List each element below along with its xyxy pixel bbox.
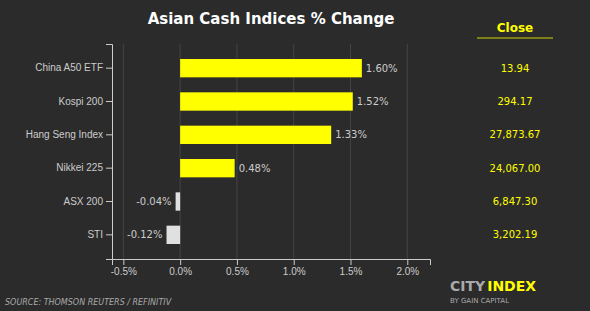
- data-label: 1.52%: [357, 96, 389, 107]
- bar: [180, 159, 235, 177]
- y-tick-label: STI: [87, 229, 103, 240]
- bar: [180, 59, 362, 77]
- close-value: 6,847.30: [493, 196, 538, 207]
- data-label: 1.33%: [335, 129, 367, 140]
- close-value: 3,202.19: [493, 229, 538, 240]
- y-tick: Hang Seng Index: [26, 129, 112, 140]
- bar: [180, 126, 331, 144]
- source: SOURCE: THOMSON REUTERS / REFINITIV: [5, 298, 172, 307]
- x-tick-mark: [123, 259, 124, 265]
- close-values: 13.94 294.17 27,873.67 24,067.00 6,847.30 3,2…: [490, 63, 541, 241]
- x-tick-mark: [407, 259, 408, 265]
- x-tick-mark: [180, 259, 181, 265]
- close-underline: [477, 38, 553, 39]
- x-tick: 1.0%: [283, 259, 306, 277]
- y-tick-label: China A50 ETF: [35, 62, 103, 73]
- grid-line: [123, 44, 124, 259]
- x-axis-line: [113, 260, 431, 266]
- close-header: Close: [497, 21, 533, 35]
- data-label: 0.48%: [239, 163, 271, 174]
- bars: [167, 59, 362, 244]
- x-tick-label: -0.5%: [111, 266, 137, 277]
- data-label: 1.60%: [366, 63, 398, 74]
- y-tick: ASX 200: [64, 196, 112, 207]
- x-tick-mark: [351, 259, 352, 265]
- y-tick: Kospi 200: [59, 96, 112, 107]
- x-tick-mark: [294, 259, 295, 265]
- y-tick-mark: [106, 168, 112, 169]
- y-tick-label: Nikkei 225: [56, 162, 103, 173]
- grid: [123, 44, 407, 259]
- plot: -0.5% 0.0% 0.5% 1.0% 1.5% 2.0% China A50 ETF Ko…: [26, 44, 431, 277]
- x-tick-mark: [237, 259, 238, 265]
- x-tick-label: 0.5%: [226, 266, 249, 277]
- bar: [180, 92, 353, 110]
- y-tick-mark: [106, 201, 112, 202]
- close-value: 13.94: [501, 63, 530, 74]
- close-value: 27,873.67: [490, 129, 541, 140]
- x-tick-label: 0.0%: [169, 266, 192, 277]
- y-tick-label: Kospi 200: [59, 96, 104, 107]
- y-tick: STI: [87, 229, 112, 240]
- x-tick: 1.5%: [340, 259, 363, 277]
- x-tick: 2.0%: [396, 259, 419, 277]
- data-label: -0.04%: [136, 196, 171, 207]
- grid-line: [407, 44, 408, 259]
- bar: [167, 226, 181, 244]
- logo-city: CITY: [450, 278, 486, 294]
- y-axis-line: [106, 45, 113, 260]
- x-tick: 0.0%: [169, 259, 192, 277]
- x-axis: -0.5% 0.0% 0.5% 1.0% 1.5% 2.0%: [111, 259, 431, 277]
- y-tick-mark: [106, 68, 112, 69]
- bar: [176, 192, 181, 210]
- logo-tagline: BY GAIN CAPITAL: [450, 297, 509, 305]
- title: Asian Cash Indices % Change: [148, 10, 395, 28]
- y-axis: China A50 ETF Kospi 200 Hang Seng Index Nik…: [26, 45, 113, 260]
- logo-index: INDEX: [487, 278, 536, 294]
- data-label: -0.12%: [127, 229, 162, 240]
- close-value: 24,067.00: [490, 163, 541, 174]
- y-tick-label: Hang Seng Index: [26, 129, 103, 140]
- x-tick: -0.5%: [111, 259, 137, 277]
- close-value: 294.17: [498, 96, 533, 107]
- y-tick-label: ASX 200: [64, 196, 104, 207]
- y-tick-mark: [106, 234, 112, 235]
- x-tick: 0.5%: [226, 259, 249, 277]
- x-tick-label: 1.0%: [283, 266, 306, 277]
- y-tick: China A50 ETF: [35, 62, 112, 73]
- y-tick-mark: [106, 101, 112, 102]
- background: [0, 0, 590, 311]
- data-labels: 1.60% 1.52% 1.33% 0.48% -0.04% -0.12%: [127, 63, 398, 241]
- chart: -0.5% 0.0% 0.5% 1.0% 1.5% 2.0% China A50 ETF Ko…: [0, 0, 590, 311]
- y-tick-mark: [106, 134, 112, 135]
- x-tick-label: 1.5%: [340, 266, 363, 277]
- x-tick-label: 2.0%: [396, 266, 419, 277]
- y-tick: Nikkei 225: [56, 162, 112, 173]
